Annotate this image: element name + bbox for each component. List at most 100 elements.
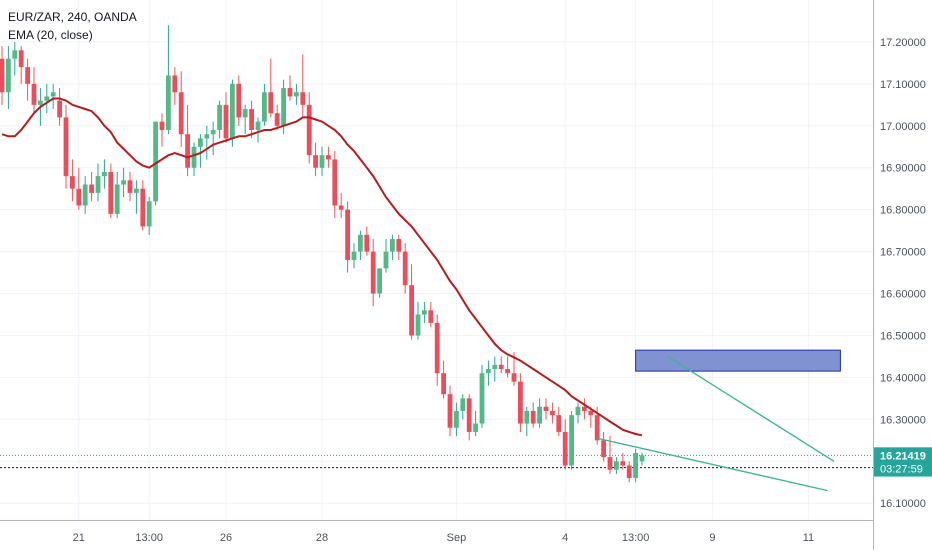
candle-body[interactable]: [319, 155, 325, 168]
candle-body[interactable]: [614, 461, 619, 470]
symbol-title[interactable]: EUR/ZAR, 240, OANDA: [8, 10, 137, 24]
candle-body[interactable]: [498, 364, 504, 370]
candle-body[interactable]: [210, 130, 216, 135]
candle-body[interactable]: [607, 457, 613, 470]
candle-body[interactable]: [345, 209, 350, 260]
candle-body[interactable]: [217, 104, 222, 130]
candle-body[interactable]: [486, 369, 491, 374]
countdown-tag[interactable]: [874, 460, 932, 477]
candle-body[interactable]: [281, 88, 286, 126]
candle-body[interactable]: [594, 415, 600, 441]
candle-body[interactable]: [121, 180, 126, 185]
candle-body[interactable]: [198, 138, 203, 147]
candle-body[interactable]: [204, 134, 210, 139]
candle-body[interactable]: [492, 364, 498, 370]
candle-body[interactable]: [82, 184, 88, 206]
candle-body[interactable]: [63, 117, 69, 177]
candle-body[interactable]: [447, 394, 453, 428]
candle-body[interactable]: [556, 415, 562, 432]
candle-body[interactable]: [127, 180, 133, 193]
candle-body[interactable]: [153, 121, 158, 202]
candle-body[interactable]: [338, 205, 344, 210]
candle-body[interactable]: [230, 83, 235, 139]
candle-body[interactable]: [191, 146, 197, 168]
candle-body[interactable]: [473, 423, 478, 432]
candle-body[interactable]: [422, 310, 427, 315]
candle-body[interactable]: [460, 398, 466, 411]
trendline[interactable]: [667, 355, 835, 462]
candle-body[interactable]: [313, 155, 318, 168]
candle-body[interactable]: [626, 465, 632, 479]
candle-body[interactable]: [441, 373, 446, 395]
candle-body[interactable]: [287, 88, 293, 97]
candle-body[interactable]: [601, 440, 606, 458]
candle-body[interactable]: [50, 92, 56, 97]
candle-body[interactable]: [70, 176, 75, 189]
candle-body[interactable]: [524, 410, 530, 424]
candle-body[interactable]: [358, 234, 363, 252]
candle-body[interactable]: [479, 373, 485, 424]
candle-body[interactable]: [134, 188, 139, 193]
candle-body[interactable]: [76, 188, 82, 206]
candle-body[interactable]: [370, 251, 376, 294]
candle-body[interactable]: [434, 322, 440, 374]
candle-body[interactable]: [178, 92, 184, 135]
candle-body[interactable]: [242, 109, 248, 118]
candle-body[interactable]: [454, 410, 459, 428]
candle-body[interactable]: [396, 239, 402, 252]
candle-body[interactable]: [102, 171, 107, 177]
candle-body[interactable]: [95, 176, 101, 193]
candle-body[interactable]: [12, 50, 18, 59]
candle-body[interactable]: [18, 50, 24, 68]
candle-body[interactable]: [415, 314, 421, 336]
candle-body[interactable]: [300, 92, 306, 105]
candle-body[interactable]: [6, 58, 11, 93]
candle-body[interactable]: [89, 184, 94, 193]
candle-body[interactable]: [543, 406, 549, 411]
candle-body[interactable]: [140, 188, 146, 227]
candle-body[interactable]: [159, 121, 165, 130]
candle-body[interactable]: [383, 251, 389, 269]
candle-body[interactable]: [390, 239, 395, 252]
candle-body[interactable]: [633, 452, 638, 479]
candle-body[interactable]: [582, 406, 587, 411]
resistance-zone-rectangle[interactable]: [635, 349, 841, 372]
last-price-tag[interactable]: [874, 447, 932, 464]
candle-body[interactable]: [25, 67, 30, 84]
candle-body[interactable]: [518, 381, 523, 424]
candle-body[interactable]: [255, 121, 261, 130]
candle-body[interactable]: [274, 113, 280, 126]
candle-body[interactable]: [332, 159, 338, 206]
candle-body[interactable]: [466, 398, 472, 432]
candle-body[interactable]: [294, 92, 299, 97]
candle-body[interactable]: [402, 251, 408, 286]
candle-body[interactable]: [223, 104, 229, 139]
candle-body[interactable]: [569, 415, 574, 466]
candle-body[interactable]: [306, 104, 312, 156]
candle-body[interactable]: [44, 96, 50, 101]
candle-body[interactable]: [38, 100, 43, 105]
candle-body[interactable]: [620, 461, 626, 466]
ema-line[interactable]: [1, 97, 643, 437]
candle-body[interactable]: [108, 171, 114, 214]
candle-body[interactable]: [114, 184, 120, 214]
candle-body[interactable]: [639, 455, 645, 462]
candle-body[interactable]: [166, 75, 171, 130]
candle-body[interactable]: [146, 201, 152, 227]
candle-body[interactable]: [326, 155, 331, 160]
candle-body[interactable]: [562, 431, 568, 466]
candle-body[interactable]: [428, 310, 434, 323]
indicator-label[interactable]: EMA (20, close): [8, 28, 93, 42]
candle-body[interactable]: [530, 410, 536, 424]
candle-body[interactable]: [172, 75, 178, 93]
candle-body[interactable]: [588, 410, 594, 416]
candle-body[interactable]: [537, 406, 542, 424]
candle-body[interactable]: [351, 251, 357, 260]
candle-body[interactable]: [57, 100, 62, 118]
candle-body[interactable]: [511, 373, 517, 382]
candle-body[interactable]: [236, 83, 242, 118]
candle-body[interactable]: [31, 83, 37, 105]
candle-body[interactable]: [377, 268, 382, 294]
